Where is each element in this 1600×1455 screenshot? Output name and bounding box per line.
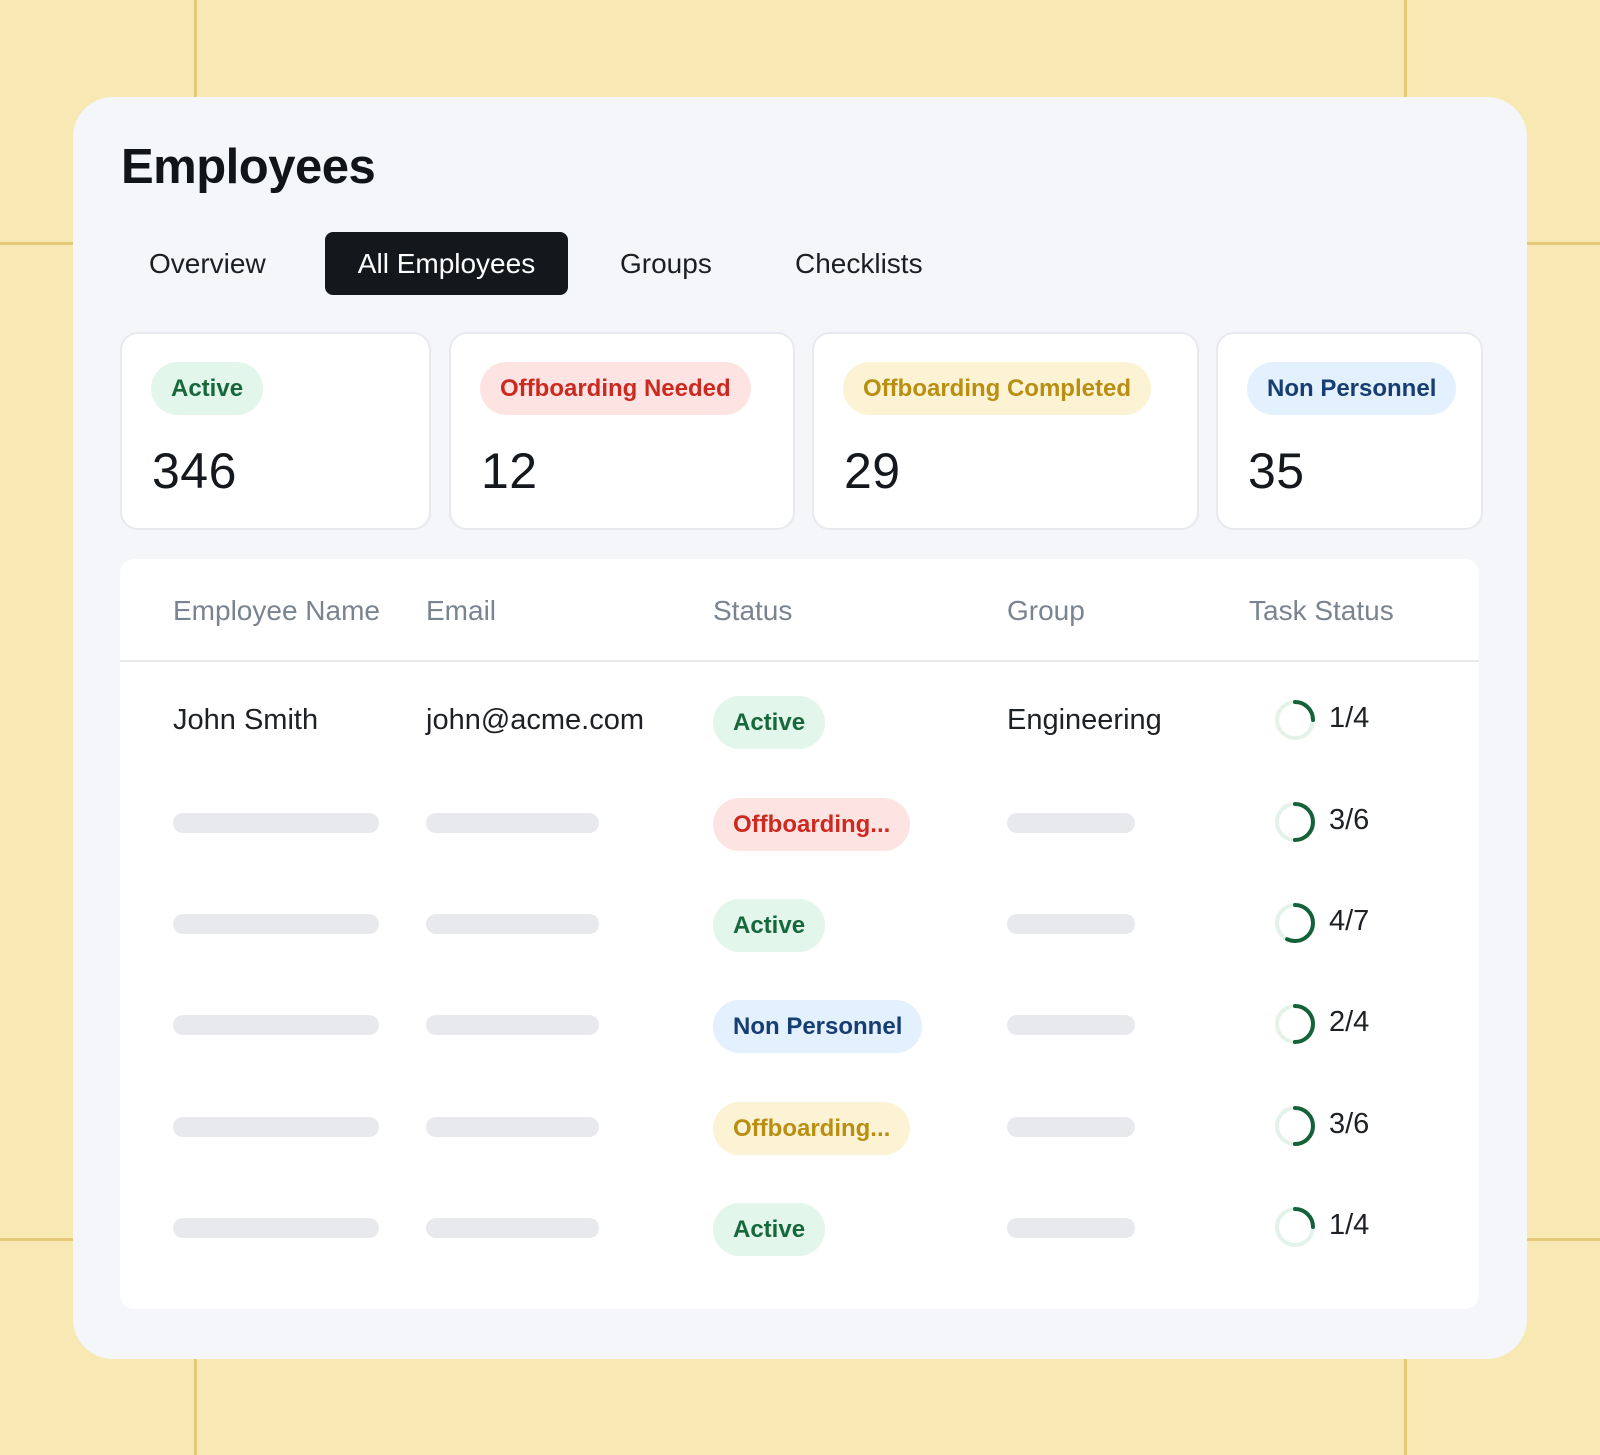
status-badge: Non Personnel bbox=[1247, 362, 1457, 415]
status-badge: Non Personnel bbox=[713, 1000, 923, 1053]
table-row[interactable]: Offboarding... 3/6 bbox=[120, 1076, 1479, 1177]
task-count: 1/4 bbox=[1329, 702, 1370, 734]
task-status: 4/7 bbox=[1273, 901, 1423, 945]
status-badge: Offboarding Completed bbox=[843, 362, 1151, 415]
task-status: 1/4 bbox=[1273, 698, 1423, 742]
progress-ring-fill bbox=[1275, 903, 1315, 943]
table-row[interactable]: Active 1/4 bbox=[120, 1177, 1479, 1278]
stat-value: 29 bbox=[844, 443, 901, 499]
tab-overview[interactable]: Overview bbox=[149, 248, 266, 279]
stat-card-offboarding-completed[interactable]: Offboarding Completed 29 bbox=[812, 332, 1199, 530]
progress-ring-icon bbox=[1275, 1004, 1315, 1044]
table-row[interactable]: Offboarding... 3/6 bbox=[120, 772, 1479, 873]
progress-ring-fill bbox=[1275, 1207, 1315, 1247]
status-badge: Offboarding... bbox=[713, 1102, 911, 1155]
progress-ring-fill bbox=[1275, 1004, 1315, 1044]
stat-value: 35 bbox=[1248, 443, 1305, 499]
placeholder-bar bbox=[1007, 1117, 1135, 1137]
placeholder-bar bbox=[173, 1015, 379, 1035]
table-row[interactable]: Active 4/7 bbox=[120, 873, 1479, 974]
progress-ring-fill bbox=[1275, 700, 1315, 740]
task-status: 3/6 bbox=[1273, 800, 1423, 844]
employee-name: John Smith bbox=[173, 704, 319, 736]
status-badge: Active bbox=[713, 696, 826, 749]
table-row[interactable]: Non Personnel 2/4 bbox=[120, 974, 1479, 1075]
stat-card-offboarding-needed[interactable]: Offboarding Needed 12 bbox=[449, 332, 795, 530]
column-header-email[interactable]: Email bbox=[426, 595, 497, 626]
progress-ring-fill bbox=[1275, 1106, 1315, 1146]
status-badge: Offboarding... bbox=[713, 798, 911, 851]
progress-ring-icon bbox=[1275, 802, 1315, 842]
placeholder-bar bbox=[173, 813, 379, 833]
placeholder-bar bbox=[173, 1117, 379, 1137]
tab-checklists[interactable]: Checklists bbox=[795, 248, 923, 279]
stat-card-active[interactable]: Active 346 bbox=[120, 332, 431, 530]
employees-panel: Employees Overview All Employees Groups … bbox=[73, 97, 1527, 1359]
task-status: 2/4 bbox=[1273, 1002, 1423, 1046]
table-header: Employee Name Email Status Group Task St… bbox=[120, 559, 1479, 662]
status-badge: Active bbox=[151, 362, 264, 415]
tab-groups[interactable]: Groups bbox=[620, 248, 712, 279]
placeholder-bar bbox=[426, 1218, 599, 1238]
task-count: 2/4 bbox=[1329, 1006, 1370, 1038]
progress-ring-fill bbox=[1275, 802, 1315, 842]
column-header-status[interactable]: Status bbox=[713, 595, 793, 626]
progress-ring-icon bbox=[1275, 1207, 1315, 1247]
progress-ring-icon bbox=[1275, 1106, 1315, 1146]
progress-ring-icon bbox=[1275, 903, 1315, 943]
placeholder-bar bbox=[1007, 1218, 1135, 1238]
column-header-task-status[interactable]: Task Status bbox=[1249, 595, 1394, 626]
status-badge: Offboarding Needed bbox=[480, 362, 751, 415]
placeholder-bar bbox=[426, 1117, 599, 1137]
placeholder-bar bbox=[1007, 813, 1135, 833]
employee-email: john@acme.com bbox=[426, 704, 645, 736]
task-status: 3/6 bbox=[1273, 1104, 1423, 1148]
task-count: 1/4 bbox=[1329, 1209, 1370, 1241]
task-count: 3/6 bbox=[1329, 1108, 1370, 1140]
placeholder-bar bbox=[1007, 914, 1135, 934]
status-badge: Active bbox=[713, 1203, 826, 1256]
stat-value: 346 bbox=[152, 443, 237, 499]
placeholder-bar bbox=[426, 813, 599, 833]
progress-ring-icon bbox=[1275, 700, 1315, 740]
stat-card-non-personnel[interactable]: Non Personnel 35 bbox=[1216, 332, 1483, 530]
placeholder-bar bbox=[173, 914, 379, 934]
tab-all-employees[interactable]: All Employees bbox=[325, 232, 568, 295]
task-count: 3/6 bbox=[1329, 804, 1370, 836]
employee-group: Engineering bbox=[1007, 704, 1162, 736]
column-header-group[interactable]: Group bbox=[1007, 595, 1085, 626]
task-count: 4/7 bbox=[1329, 905, 1370, 937]
task-status: 1/4 bbox=[1273, 1205, 1423, 1249]
status-badge: Active bbox=[713, 899, 826, 952]
placeholder-bar bbox=[426, 914, 599, 934]
placeholder-bar bbox=[426, 1015, 599, 1035]
placeholder-bar bbox=[1007, 1015, 1135, 1035]
employees-table: Employee Name Email Status Group Task St… bbox=[120, 559, 1479, 1309]
table-row[interactable]: John Smith john@acme.com Active Engineering… bbox=[120, 670, 1479, 771]
stat-value: 12 bbox=[481, 443, 538, 499]
placeholder-bar bbox=[173, 1218, 379, 1238]
column-header-employee-name[interactable]: Employee Name bbox=[173, 595, 380, 626]
page-title: Employees bbox=[121, 140, 376, 194]
